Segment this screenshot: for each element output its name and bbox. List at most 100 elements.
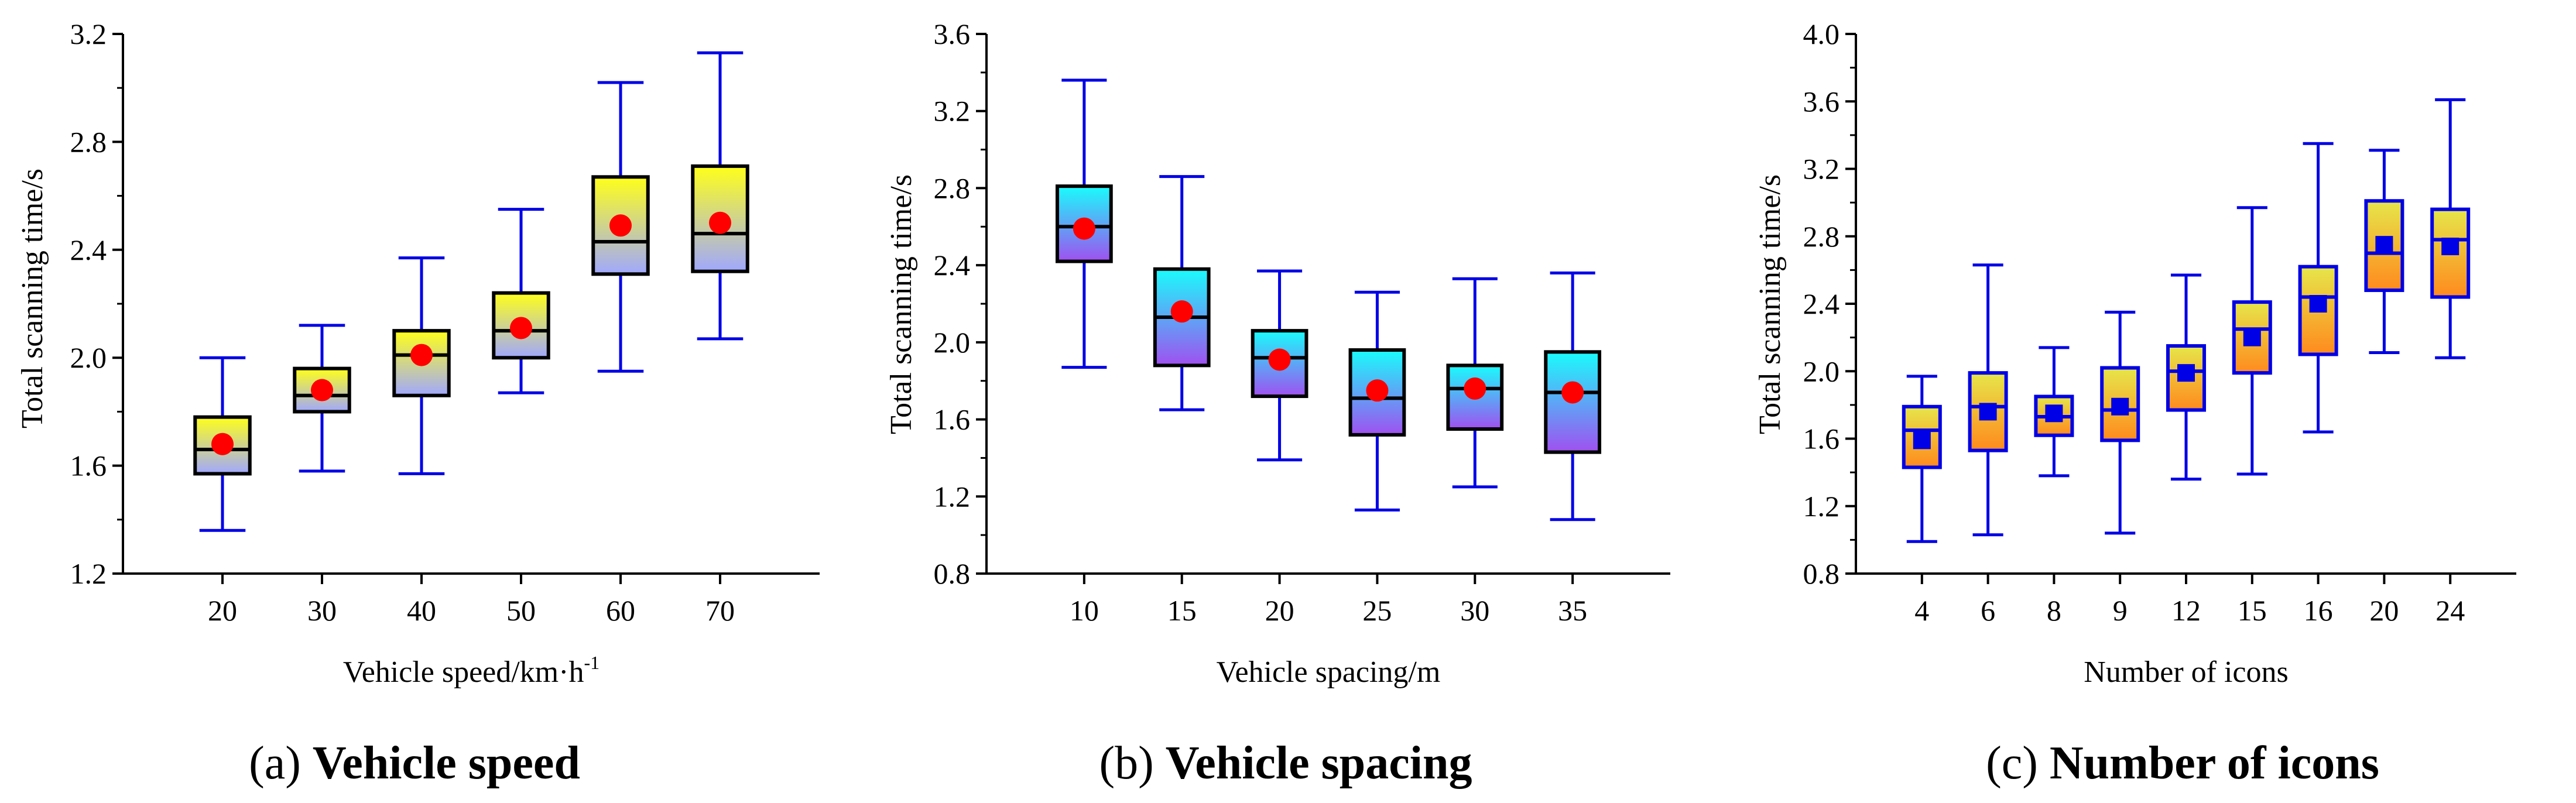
- mean-marker: [311, 379, 333, 402]
- x-tick-label-number-of-icons: 12: [2171, 594, 2201, 627]
- box-vehicle-speed-60: [591, 81, 650, 373]
- box-vehicle-speed-50: [492, 208, 550, 394]
- y-tick-label-number-of-icons: 0.8: [1803, 557, 1840, 590]
- mean-marker: [1464, 377, 1486, 400]
- plot-area-number-of-icons: 0.8 1.2 1.6 2.0 2.4 2.8 3.2 3.6 4.0 4 6 8 9 12 15 16 20 2…: [1803, 18, 2516, 627]
- y-tick-label-vehicle-spacing: 1.6: [934, 403, 971, 436]
- y-tick-label-vehicle-speed: 1.6: [70, 449, 107, 482]
- x-tick-label-vehicle-speed: 30: [307, 594, 337, 627]
- y-tick-label-vehicle-speed: 2.0: [70, 341, 107, 374]
- x-tick-label-vehicle-spacing: 35: [1558, 594, 1587, 627]
- box-vehicle-speed-30: [293, 324, 351, 473]
- x-tick-label-vehicle-spacing: 25: [1362, 594, 1392, 627]
- mean-marker: [1366, 379, 1389, 402]
- y-tick-label-vehicle-speed: 1.2: [70, 557, 107, 590]
- box-vehicle-spacing-15: [1153, 175, 1211, 411]
- y-tick-label-vehicle-spacing: 3.2: [934, 95, 971, 128]
- caption-number-of-icons: (c) Number of icons: [1986, 737, 2379, 789]
- y-axis-title-number-of-icons: Total scanning time/s: [1753, 174, 1787, 434]
- box-vehicle-speed-40: [392, 256, 451, 475]
- y-tick-label-number-of-icons: 2.0: [1803, 355, 1840, 387]
- panel-vehicle-spacing: 0.8 1.2 1.6 2.0 2.4 2.8 3.2 3.6 10 15 20 25 30 35 Veh…: [885, 18, 1670, 789]
- x-tick-label-number-of-icons: 8: [2047, 594, 2061, 627]
- mean-marker: [1073, 217, 1095, 240]
- mean-marker: [2243, 328, 2261, 346]
- caption-vehicle-spacing: (b) Vehicle spacing: [1099, 737, 1472, 789]
- x-tick-label-vehicle-spacing: 30: [1460, 594, 1489, 627]
- box-vehicle-spacing-30: [1446, 277, 1504, 489]
- x-tick-label-number-of-icons: 15: [2238, 594, 2267, 627]
- mean-marker: [2309, 295, 2327, 313]
- y-tick-label-number-of-icons: 4.0: [1803, 18, 1840, 50]
- x-tick-label-vehicle-speed: 50: [506, 594, 536, 627]
- box-number-of-icons-4: [1902, 375, 1942, 543]
- y-tick-label-vehicle-spacing: 2.8: [934, 171, 971, 204]
- y-tick-label-vehicle-speed: 3.2: [70, 18, 107, 50]
- mean-marker: [2375, 236, 2393, 254]
- y-tick-label-number-of-icons: 2.8: [1803, 220, 1840, 253]
- x-tick-label-vehicle-speed: 20: [208, 594, 237, 627]
- box-number-of-icons-24: [2430, 98, 2471, 359]
- panel-number-of-icons: 0.8 1.2 1.6 2.0 2.4 2.8 3.2 3.6 4.0 4 6 8 9 12 15 16 20 2…: [1753, 18, 2516, 789]
- x-tick-label-number-of-icons: 9: [2113, 594, 2128, 627]
- y-tick-label-vehicle-spacing: 2.4: [934, 249, 971, 282]
- x-tick-label-vehicle-speed: 60: [606, 594, 635, 627]
- box-number-of-icons-12: [2166, 273, 2207, 481]
- y-tick-label-vehicle-spacing: 2.0: [934, 326, 971, 359]
- x-tick-label-vehicle-spacing: 20: [1265, 594, 1294, 627]
- x-tick-label-vehicle-spacing: 15: [1167, 594, 1197, 627]
- box-number-of-icons-15: [2232, 206, 2272, 476]
- y-axis-title-vehicle-speed: Total scanning time/s: [16, 169, 49, 428]
- plot-area-vehicle-speed: 1.2 1.6 2.0 2.4 2.8 3.2 20 30 40 50 60 70: [70, 18, 820, 627]
- iqr-box: [591, 175, 650, 276]
- mean-marker: [709, 211, 731, 234]
- box-number-of-icons-20: [2364, 149, 2404, 355]
- mean-marker: [1170, 300, 1193, 323]
- x-axis-title-number-of-icons: Number of icons: [2084, 656, 2288, 689]
- iqr-box: [2100, 366, 2140, 442]
- x-tick-label-vehicle-speed: 70: [705, 594, 735, 627]
- mean-marker: [410, 344, 433, 366]
- x-tick-label-number-of-icons: 16: [2304, 594, 2333, 627]
- mean-marker: [211, 433, 234, 455]
- x-axis-title-superscript: -1: [584, 652, 600, 673]
- plot-area-vehicle-spacing: 0.8 1.2 1.6 2.0 2.4 2.8 3.2 3.6 10 15 20 25 30 35: [934, 18, 1670, 627]
- y-tick-label-number-of-icons: 3.2: [1803, 153, 1840, 186]
- y-tick-label-vehicle-spacing: 3.6: [934, 18, 971, 50]
- mean-marker: [2441, 238, 2459, 256]
- mean-marker: [1979, 403, 1997, 421]
- caption-vehicle-speed: (a) Vehicle speed: [249, 737, 580, 789]
- y-tick-label-number-of-icons: 2.4: [1803, 287, 1840, 320]
- mean-marker: [2045, 404, 2063, 423]
- x-tick-label-number-of-icons: 6: [1981, 594, 1995, 627]
- x-tick-label-number-of-icons: 4: [1914, 594, 1929, 627]
- mean-marker: [2177, 364, 2195, 382]
- box-number-of-icons-6: [1968, 263, 2008, 537]
- panel-vehicle-speed: 1.2 1.6 2.0 2.4 2.8 3.2 20 30 40 50 60 70 Vehicle s…: [16, 18, 820, 789]
- x-axis-title-vehicle-spacing: Vehicle spacing/m: [1217, 656, 1441, 689]
- mean-marker: [609, 214, 632, 237]
- mean-marker: [510, 317, 532, 339]
- y-tick-label-number-of-icons: 1.2: [1803, 490, 1840, 523]
- y-tick-label-vehicle-spacing: 0.8: [934, 557, 971, 590]
- box-number-of-icons-16: [2298, 142, 2338, 434]
- x-axis-title-vehicle-speed: Vehicle speed/km·h-1: [343, 652, 600, 689]
- x-tick-label-vehicle-spacing: 10: [1070, 594, 1099, 627]
- y-tick-label-number-of-icons: 1.6: [1803, 423, 1840, 455]
- box-number-of-icons-8: [2034, 346, 2074, 478]
- y-tick-label-number-of-icons: 3.6: [1803, 85, 1840, 118]
- y-tick-label-vehicle-speed: 2.4: [70, 234, 107, 266]
- box-vehicle-spacing-25: [1348, 290, 1406, 512]
- box-vehicle-spacing-10: [1055, 78, 1113, 369]
- x-tick-label-vehicle-speed: 40: [407, 594, 436, 627]
- mean-marker: [2111, 397, 2129, 416]
- box-number-of-icons-9: [2100, 310, 2140, 535]
- x-tick-label-number-of-icons: 20: [2369, 594, 2399, 627]
- box-vehicle-speed-20: [193, 356, 252, 532]
- x-tick-label-number-of-icons: 24: [2435, 594, 2465, 627]
- box-vehicle-spacing-20: [1251, 269, 1308, 462]
- mean-marker: [1268, 348, 1291, 371]
- box-vehicle-spacing-35: [1544, 271, 1602, 521]
- y-tick-label-vehicle-spacing: 1.2: [934, 480, 971, 513]
